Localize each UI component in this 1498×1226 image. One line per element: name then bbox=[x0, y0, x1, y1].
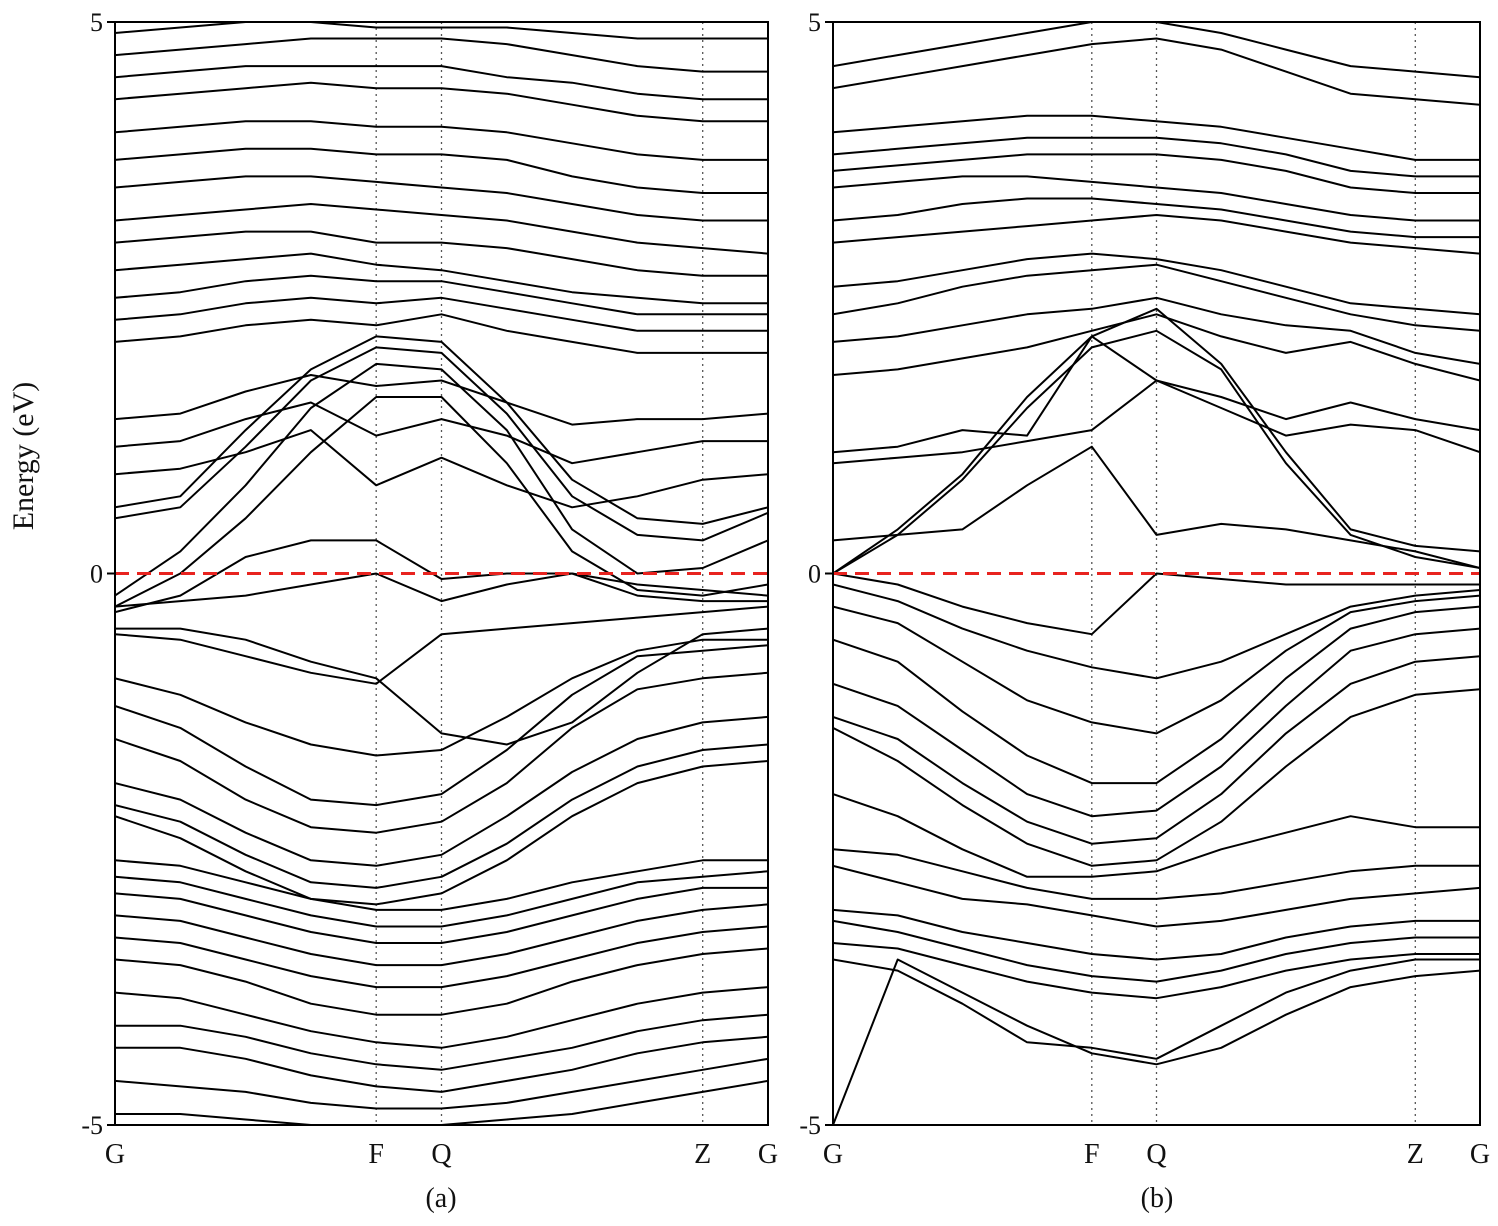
band-line-band-5 bbox=[115, 986, 768, 1049]
band-line-band-37 bbox=[115, 120, 768, 161]
band-line-band-27 bbox=[833, 175, 1480, 222]
kpoint-label: F bbox=[1084, 1139, 1100, 1170]
band-line-band-7 bbox=[833, 848, 1480, 900]
band-line-band-1 bbox=[115, 1079, 768, 1125]
band-line-band-39 bbox=[115, 65, 768, 101]
band-line-band-29 bbox=[833, 136, 1480, 178]
band-line-band-17 bbox=[115, 638, 768, 757]
band-line-band-7 bbox=[115, 925, 768, 989]
y-tick-label: 0 bbox=[808, 560, 821, 589]
band-line-band-1 bbox=[833, 958, 1480, 1125]
kpoint-label: Z bbox=[694, 1139, 711, 1170]
band-line-band-24 bbox=[115, 346, 768, 542]
kpoint-label: G bbox=[758, 1139, 778, 1170]
band-line-band-6 bbox=[115, 947, 768, 1016]
band-line-band-28 bbox=[115, 374, 768, 426]
panel-caption: (b) bbox=[1141, 1183, 1174, 1214]
band-line-band-14 bbox=[115, 715, 768, 867]
band-line-band-8 bbox=[833, 793, 1480, 878]
band-line-band-9 bbox=[833, 688, 1480, 867]
band-line-band-29 bbox=[115, 313, 768, 354]
band-line-band-15 bbox=[833, 572, 1480, 636]
band-line-band-11 bbox=[833, 627, 1480, 818]
band-line-band-31 bbox=[833, 37, 1480, 106]
band-line-band-41 bbox=[115, 22, 768, 40]
band-line-band-4 bbox=[115, 1013, 768, 1071]
bands-group bbox=[833, 22, 1480, 1125]
band-line-band-16 bbox=[833, 307, 1480, 575]
band-line-band-30 bbox=[115, 296, 768, 332]
y-tick-label: -5 bbox=[799, 1111, 821, 1140]
band-line-band-2 bbox=[833, 958, 1480, 1060]
band-line-band-40 bbox=[115, 37, 768, 73]
band-line-band-33 bbox=[115, 230, 768, 277]
band-line-band-26 bbox=[115, 429, 768, 509]
band-line-band-9 bbox=[115, 886, 768, 944]
y-tick-label: 0 bbox=[90, 560, 103, 589]
band-line-band-23 bbox=[115, 362, 768, 597]
bands-group bbox=[115, 22, 768, 1125]
band-line-band-35 bbox=[115, 175, 768, 222]
y-tick-label: 5 bbox=[808, 8, 821, 37]
kpoint-label: F bbox=[368, 1139, 384, 1170]
panel-b: -5 0 5 G F Q Z G (b) bbox=[799, 8, 1490, 1214]
band-line-band-34 bbox=[115, 203, 768, 255]
band-line-band-8 bbox=[115, 903, 768, 967]
band-line-band-3 bbox=[833, 942, 1480, 1000]
band-line-band-14 bbox=[833, 583, 1480, 680]
band-line-band-6 bbox=[833, 864, 1480, 928]
band-line-band-2 bbox=[115, 1057, 768, 1110]
band-line-band-16 bbox=[115, 644, 768, 807]
band-line-band-4 bbox=[833, 919, 1480, 983]
band-line-band-32 bbox=[833, 22, 1480, 79]
band-line-band-12 bbox=[115, 760, 768, 906]
kpoint-label: G bbox=[105, 1139, 125, 1170]
band-line-band-12 bbox=[833, 605, 1480, 785]
band-line-band-36 bbox=[115, 147, 768, 194]
kpoint-label: G bbox=[823, 1139, 843, 1170]
band-line-band-24 bbox=[833, 252, 1480, 316]
band-line-band-22 bbox=[115, 396, 768, 608]
y-axis-label: Energy (eV) bbox=[7, 382, 40, 531]
kpoint-label: Z bbox=[1407, 1139, 1424, 1170]
band-line-band-19 bbox=[833, 379, 1480, 465]
band-line-band-31 bbox=[115, 274, 768, 316]
band-line-band-28 bbox=[833, 153, 1480, 194]
kpoint-label: Q bbox=[431, 1139, 451, 1170]
band-line-band-38 bbox=[115, 81, 768, 123]
band-line-band-15 bbox=[115, 671, 768, 834]
band-line-band-26 bbox=[833, 197, 1480, 239]
band-line-band-25 bbox=[833, 214, 1480, 255]
band-line-band-21 bbox=[115, 539, 768, 614]
band-line-band-20 bbox=[833, 335, 1480, 454]
y-tick-label: 5 bbox=[90, 8, 103, 37]
band-line-band-10 bbox=[833, 655, 1480, 845]
band-line-band-20 bbox=[115, 572, 768, 608]
band-line-band-11 bbox=[115, 859, 768, 911]
band-line-band-22 bbox=[833, 296, 1480, 365]
band-line-band-32 bbox=[115, 252, 768, 305]
band-line-band-18 bbox=[115, 627, 768, 746]
band-line-band-21 bbox=[833, 313, 1480, 382]
band-line-band-13 bbox=[833, 594, 1480, 735]
band-line-band-18 bbox=[833, 445, 1480, 569]
band-line-band-3 bbox=[115, 1035, 768, 1093]
band-line-band-30 bbox=[833, 114, 1480, 161]
kpoint-label: G bbox=[1470, 1139, 1490, 1170]
band-line-band-19 bbox=[115, 605, 768, 685]
kpoint-label: Q bbox=[1146, 1139, 1166, 1170]
panel-a: -5 0 5 G F Q Z G (a) bbox=[81, 8, 778, 1214]
band-line-band-10 bbox=[115, 870, 768, 928]
y-tick-label: -5 bbox=[81, 1111, 103, 1140]
band-line-band-5 bbox=[833, 908, 1480, 961]
band-line-band-13 bbox=[115, 743, 768, 889]
panel-caption: (a) bbox=[425, 1183, 456, 1214]
band-line-band-17 bbox=[833, 329, 1480, 575]
band-line-band-25 bbox=[115, 335, 768, 525]
band-line-band-27 bbox=[115, 401, 768, 465]
band-line-band-23 bbox=[833, 263, 1480, 332]
